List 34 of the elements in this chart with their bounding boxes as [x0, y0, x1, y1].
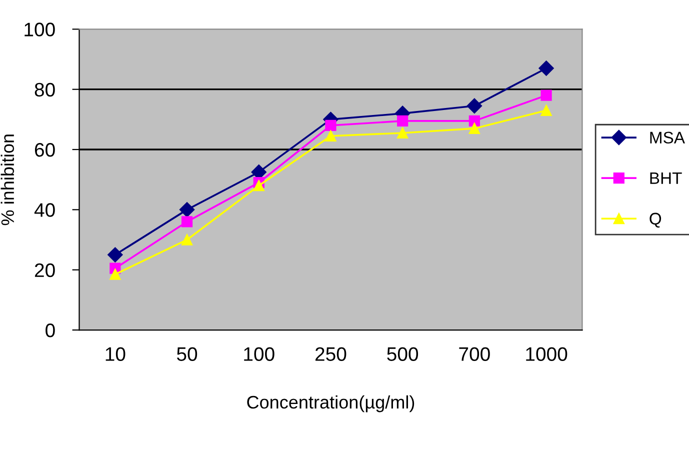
y-tick-label: 60 — [34, 142, 55, 157]
point — [540, 104, 552, 116]
point — [253, 180, 264, 192]
point — [540, 90, 552, 101]
y-tick-label: 80 — [34, 82, 55, 97]
x-tick-label: 100 — [244, 347, 274, 361]
point — [181, 234, 193, 246]
y-axis-title: % inhibition — [0, 134, 14, 226]
y-tick-label: 0 — [46, 323, 55, 338]
point — [179, 202, 195, 218]
x-tick-label: 1000 — [526, 347, 568, 361]
x-tick-label: 500 — [387, 347, 418, 361]
point — [466, 98, 482, 114]
point — [538, 60, 554, 76]
point — [325, 130, 336, 142]
legend-label: MSA — [650, 132, 685, 144]
point — [108, 247, 123, 262]
point — [181, 216, 193, 228]
x-tick-label: 250 — [315, 347, 346, 361]
x-tick-label: 50 — [176, 347, 198, 361]
legend-label: Q — [650, 212, 662, 228]
x-tick-label: 10 — [106, 347, 126, 361]
point — [110, 268, 121, 280]
legend-label: BHT — [650, 172, 682, 184]
point — [468, 122, 480, 134]
y-tick-label: 40 — [34, 203, 55, 217]
y-tick-label: 100 — [24, 22, 55, 36]
x-axis-title: Concentration(µg/ml) — [247, 395, 414, 412]
point — [325, 120, 336, 132]
x-tick-label: 700 — [459, 347, 490, 361]
point — [468, 115, 480, 126]
y-tick-label: 20 — [34, 263, 55, 278]
point — [397, 127, 408, 139]
point — [397, 115, 408, 126]
